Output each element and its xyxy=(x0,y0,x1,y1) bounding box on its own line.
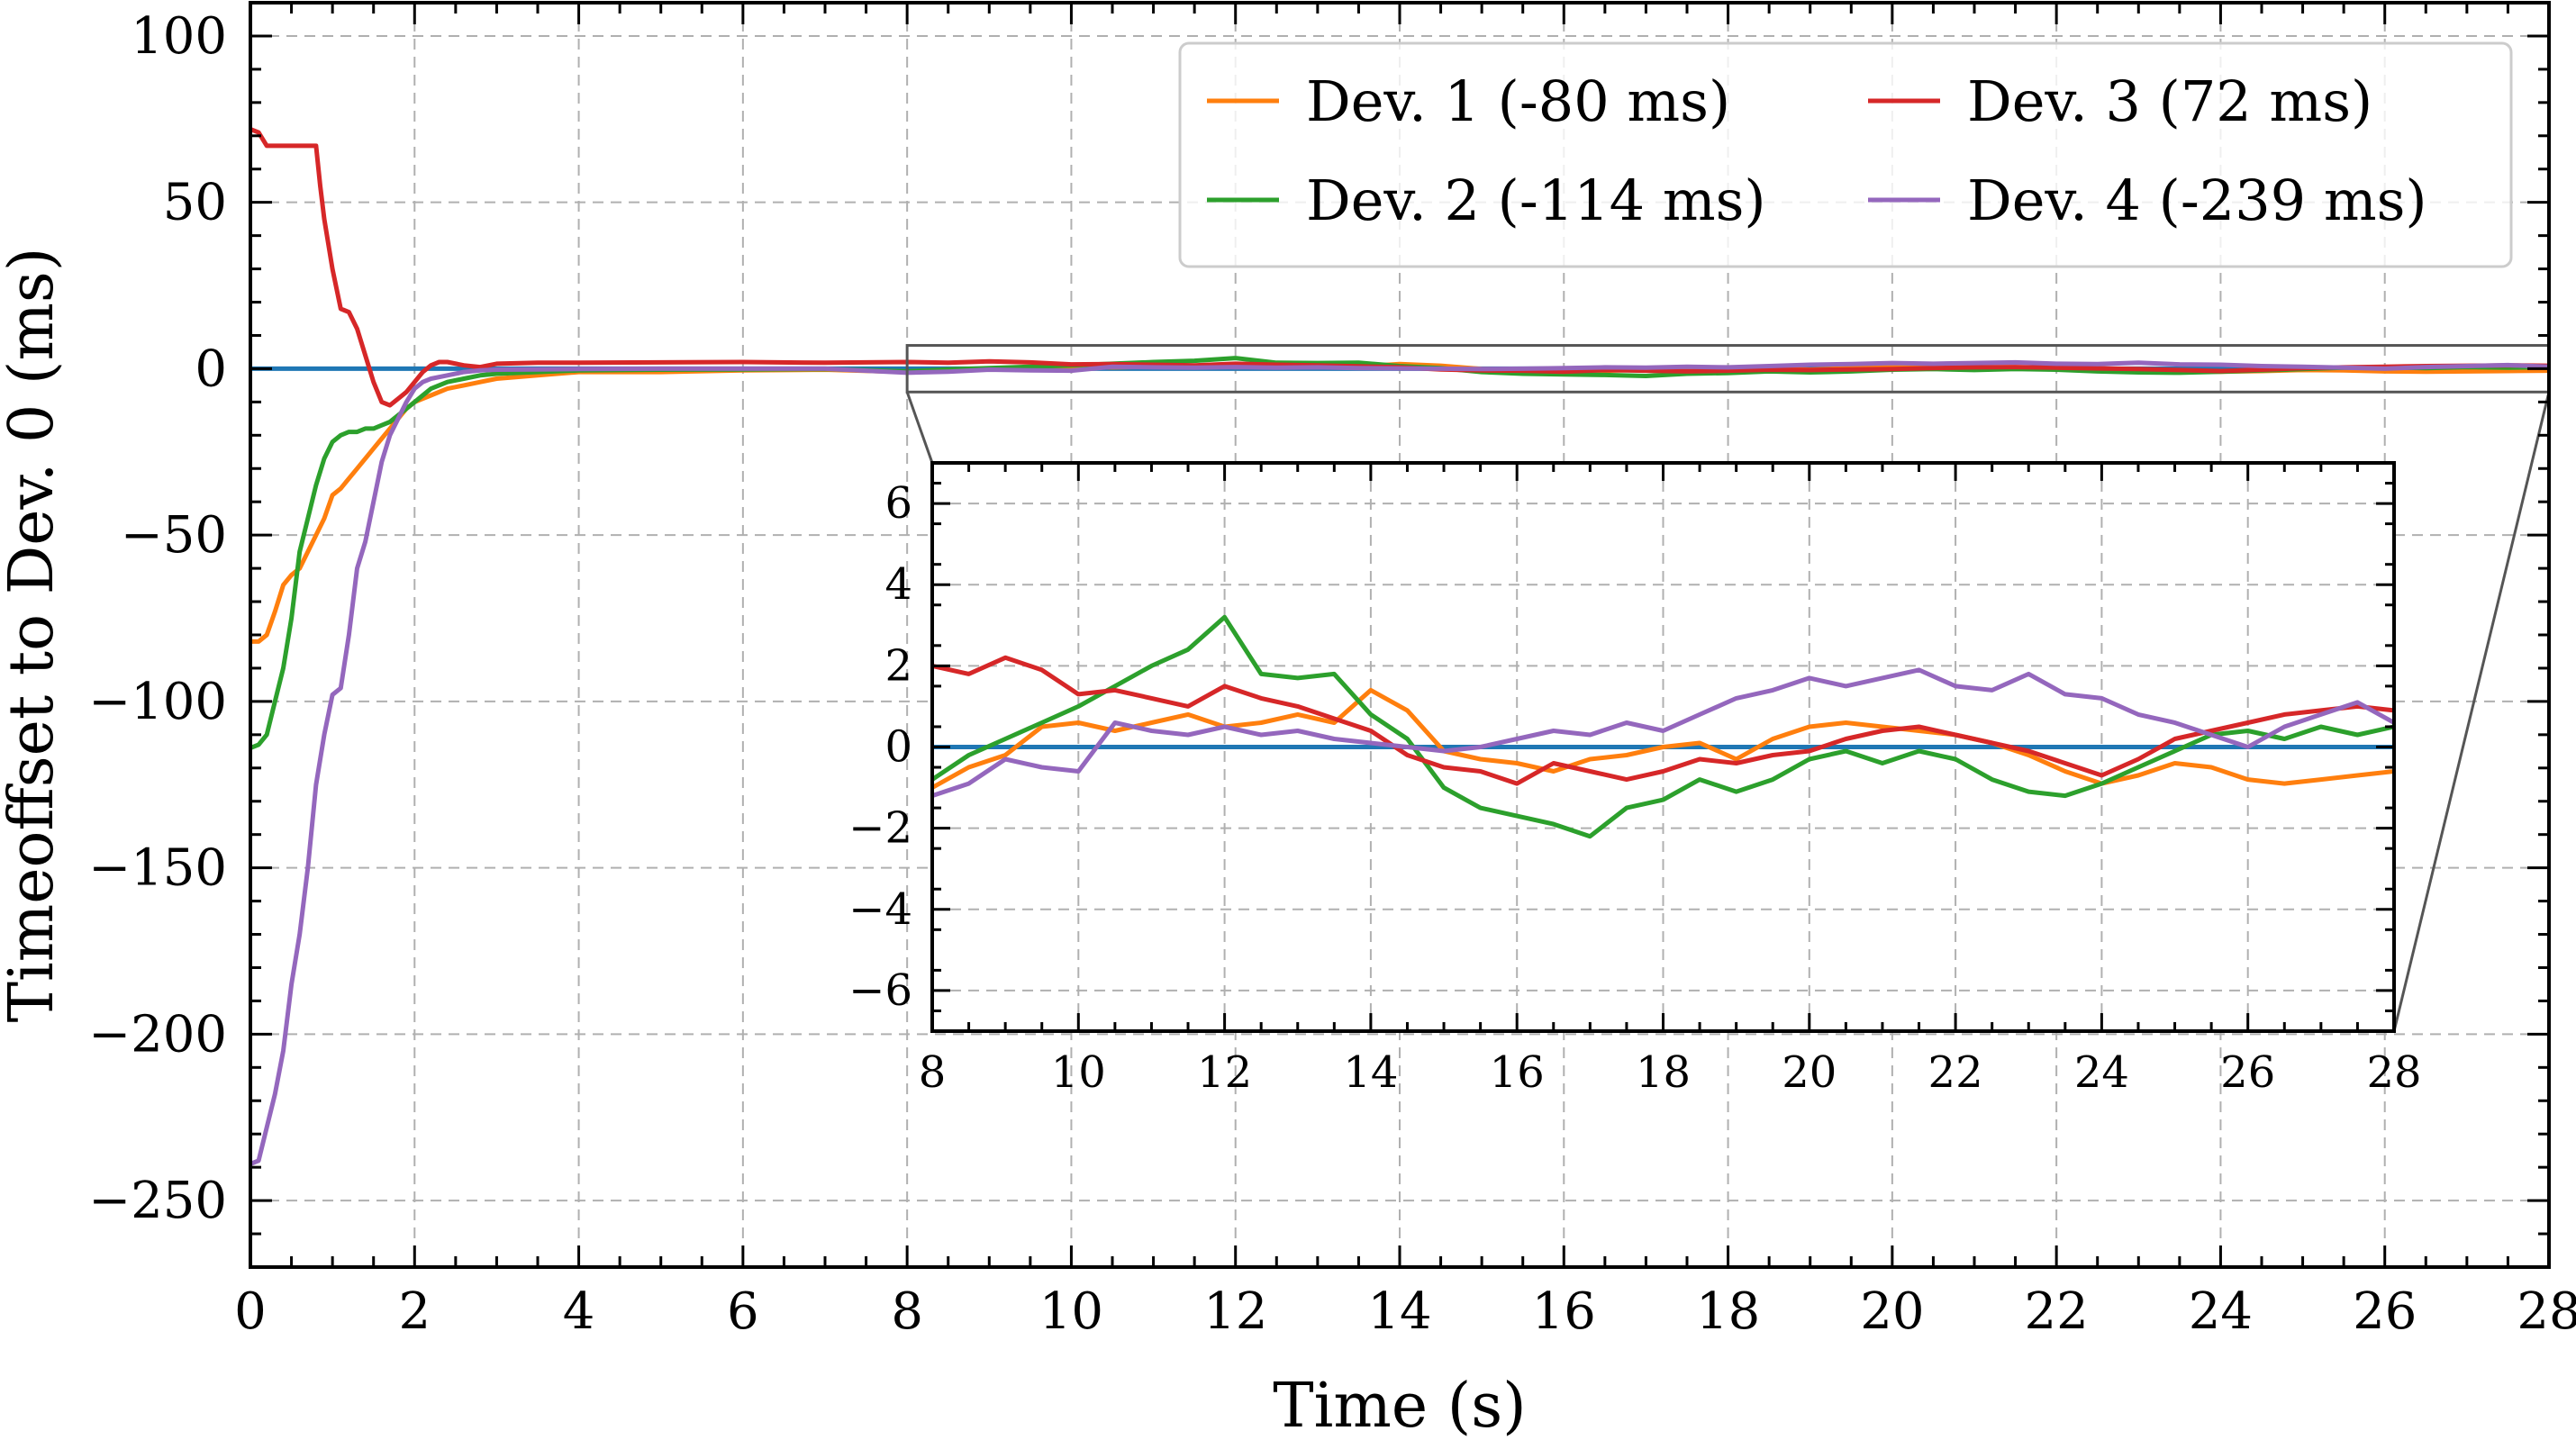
inset-series-line-dev-1 xyxy=(932,687,2394,791)
inset-x-tick-label: 14 xyxy=(1343,1047,1398,1098)
inset-x-tick-label: 28 xyxy=(2366,1047,2421,1098)
inset-y-tick-label: −2 xyxy=(848,803,912,854)
x-tick-label: 26 xyxy=(2353,1282,2417,1341)
inset-x-tick-label: 22 xyxy=(1928,1047,1983,1098)
x-tick-label: 28 xyxy=(2517,1282,2576,1341)
inset-x-tick-labels: 8 10 12 14 16 18 20 22 24 26 28 xyxy=(919,1047,2422,1098)
legend-box xyxy=(1178,41,2513,268)
series-line-dev-3 xyxy=(250,126,2549,408)
x-tick-label: 10 xyxy=(1039,1282,1103,1341)
inset-y-tick-label: 2 xyxy=(884,640,912,691)
x-tick-label: 12 xyxy=(1203,1282,1267,1341)
inset-x-tick-label: 8 xyxy=(919,1047,947,1098)
inset-series-line-dev-3 xyxy=(932,655,2394,786)
inset-x-tick-label: 12 xyxy=(1197,1047,1252,1098)
inset-axis-ticks xyxy=(930,463,2396,1031)
inset-x-tick-label: 18 xyxy=(1636,1047,1691,1098)
y-tick-label: −150 xyxy=(88,839,227,898)
x-tick-label: 20 xyxy=(1860,1282,1924,1341)
inset-y-tick-labels: 6 4 2 0 −2 −4 −6 xyxy=(848,478,912,1016)
x-tick-label: 16 xyxy=(1532,1282,1596,1341)
y-tick-label: 0 xyxy=(195,340,227,398)
inset-y-tick-label: 6 xyxy=(884,478,912,529)
y-tick-label: −250 xyxy=(88,1172,227,1230)
x-tick-label: 2 xyxy=(398,1282,431,1341)
zoom-connector-right xyxy=(2392,391,2551,1032)
y-tick-label: −50 xyxy=(121,506,227,565)
x-tick-label: 8 xyxy=(891,1282,923,1341)
y-tick-label: −200 xyxy=(88,1005,227,1064)
inset-y-tick-label: −6 xyxy=(848,965,912,1016)
y-tick-label: 50 xyxy=(163,174,227,232)
y-tick-label: −100 xyxy=(88,673,227,731)
x-tick-label: 18 xyxy=(1696,1282,1760,1341)
inset-x-tick-label: 16 xyxy=(1490,1047,1545,1098)
x-axis-title: Time (s) xyxy=(1273,1371,1526,1442)
y-tick-label: 100 xyxy=(131,7,227,66)
inset-series-group xyxy=(932,614,2394,839)
main-series-group xyxy=(250,126,2549,1166)
legend-label-dev-2: Dev. 2 (-114 ms) xyxy=(1306,168,1766,233)
x-tick-labels: 0 2 4 6 8 10 12 14 16 18 20 22 24 26 28 xyxy=(234,1282,2576,1341)
inset-x-tick-label: 10 xyxy=(1051,1047,1106,1098)
legend-label-dev-3: Dev. 3 (72 ms) xyxy=(1967,68,2372,134)
x-tick-label: 6 xyxy=(727,1282,759,1341)
legend-label-dev-1: Dev. 1 (-80 ms) xyxy=(1306,68,1730,134)
main-axis-ticks xyxy=(249,1,2551,1267)
inset-y-tick-label: 0 xyxy=(884,722,912,773)
x-tick-label: 14 xyxy=(1367,1282,1431,1341)
y-axis-title: Timeoffset to Dev. 0 (ms) xyxy=(0,248,68,1023)
inset-series-line-dev-2 xyxy=(932,614,2394,839)
legend-label-dev-4: Dev. 4 (-239 ms) xyxy=(1967,168,2427,233)
x-tick-label: 22 xyxy=(2025,1282,2089,1341)
legend: Dev. 1 (-80 ms) Dev. 3 (72 ms) Dev. 2 (-… xyxy=(1178,41,2513,268)
zoom-connector-left xyxy=(905,391,934,464)
inset-series-line-dev-4 xyxy=(932,667,2394,799)
inset-y-tick-label: 4 xyxy=(884,559,912,610)
inset-x-tick-label: 24 xyxy=(2074,1047,2129,1098)
series-line-dev-4 xyxy=(250,359,2549,1166)
x-tick-label: 4 xyxy=(563,1282,595,1341)
inset-y-tick-label: −4 xyxy=(848,884,912,935)
inset-x-tick-label: 20 xyxy=(1782,1047,1837,1098)
inset-x-tick-label: 26 xyxy=(2220,1047,2275,1098)
x-tick-label: 24 xyxy=(2189,1282,2253,1341)
x-tick-label: 0 xyxy=(234,1282,267,1341)
y-tick-labels: 100 50 0 −50 −100 −150 −200 −250 xyxy=(88,7,227,1230)
